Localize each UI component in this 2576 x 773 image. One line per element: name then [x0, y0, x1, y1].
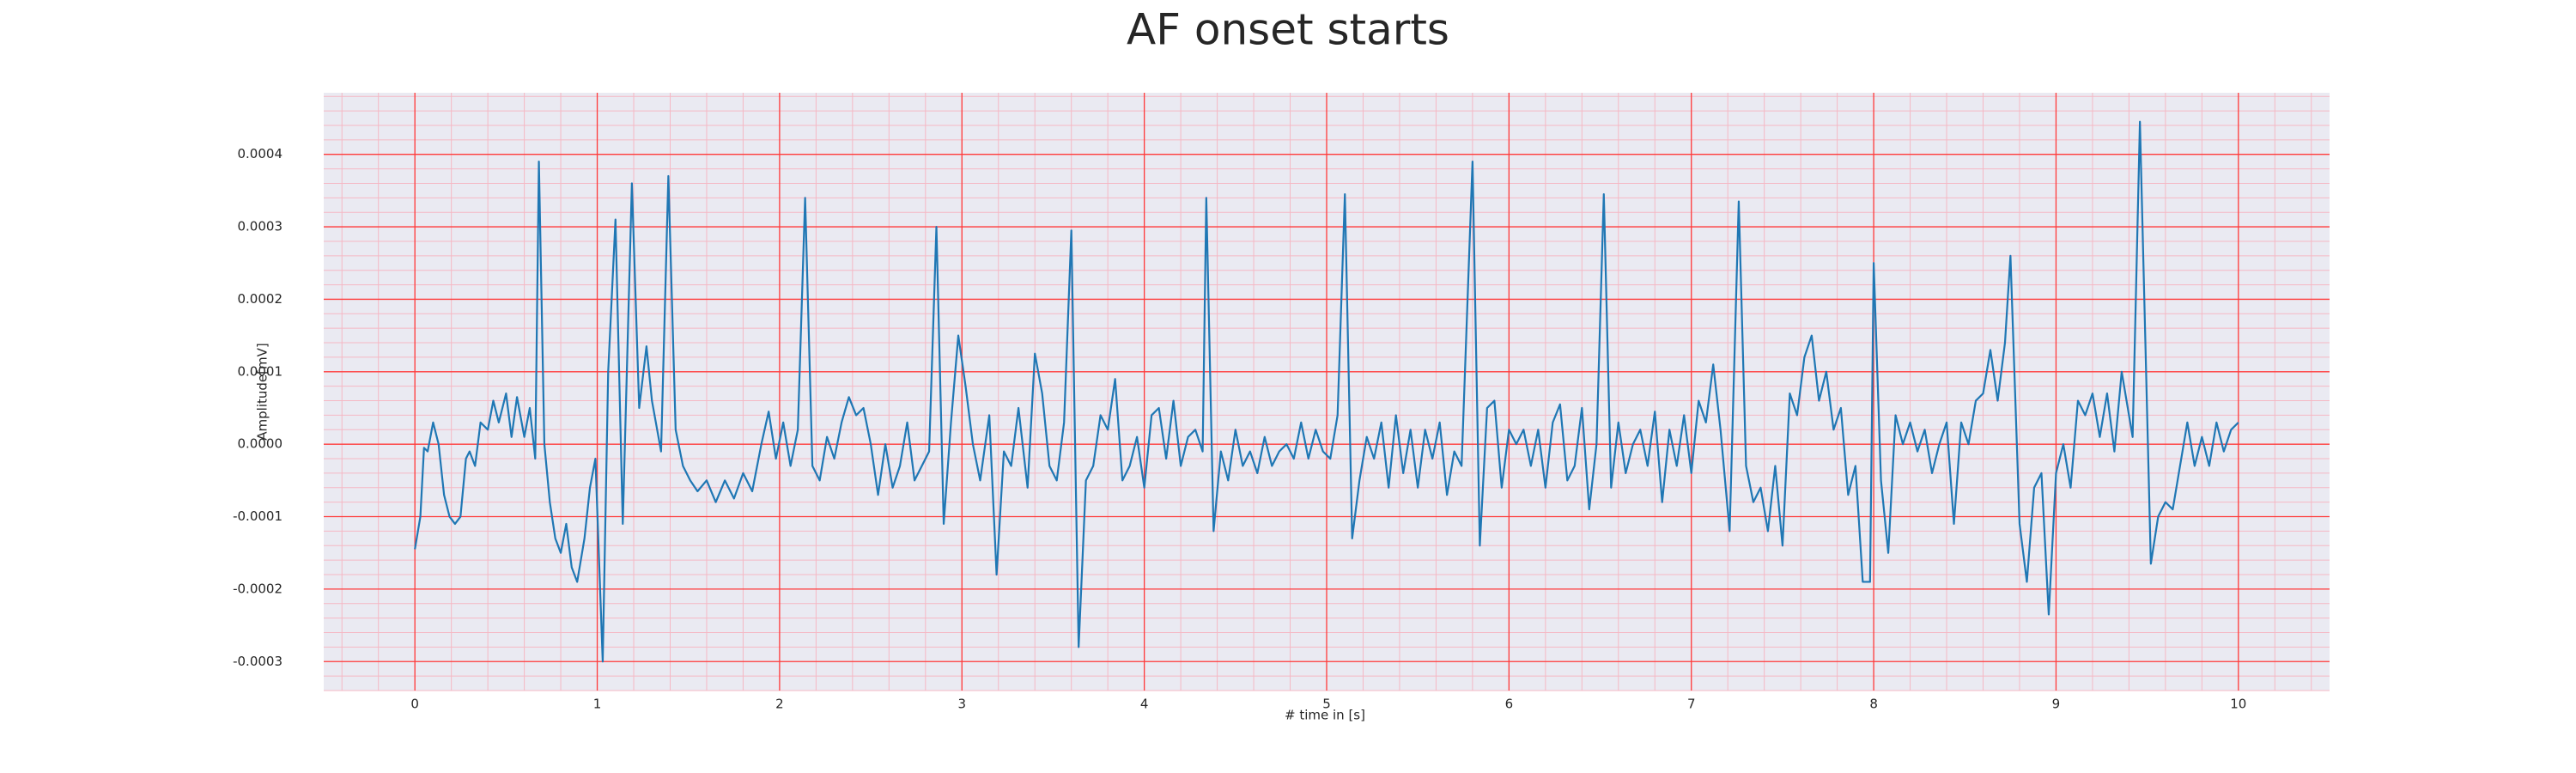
y-axis-label: Amplitude[mV]	[255, 343, 270, 440]
x-tick-label: 5	[1322, 697, 1331, 712]
y-tick-label: 0.0004	[238, 146, 283, 161]
signal-line	[414, 120, 2239, 663]
x-tick-label: 0	[410, 697, 419, 712]
x-tick-label: 3	[957, 697, 966, 712]
x-tick-label: 9	[2052, 697, 2061, 712]
x-tick-label: 2	[775, 697, 784, 712]
x-tick-label: 7	[1687, 697, 1696, 712]
y-tick-label: 0.0000	[238, 436, 283, 452]
x-tick-label: 4	[1140, 697, 1149, 712]
y-tick-label: 0.0001	[238, 363, 283, 379]
y-tick-label: -0.0001	[233, 508, 283, 524]
x-tick-label: 10	[2230, 697, 2246, 712]
y-tick-label: 0.0002	[238, 291, 283, 307]
x-axis-label: # time in [s]	[1285, 708, 1365, 723]
chart-title: AF onset starts	[1127, 5, 1449, 55]
x-tick-label: 1	[593, 697, 602, 712]
y-tick-label: 0.0003	[238, 219, 283, 234]
x-tick-label: 6	[1505, 697, 1514, 712]
x-tick-label: 8	[1869, 697, 1878, 712]
y-tick-label: -0.0003	[233, 654, 283, 669]
y-tick-label: -0.0002	[233, 581, 283, 596]
